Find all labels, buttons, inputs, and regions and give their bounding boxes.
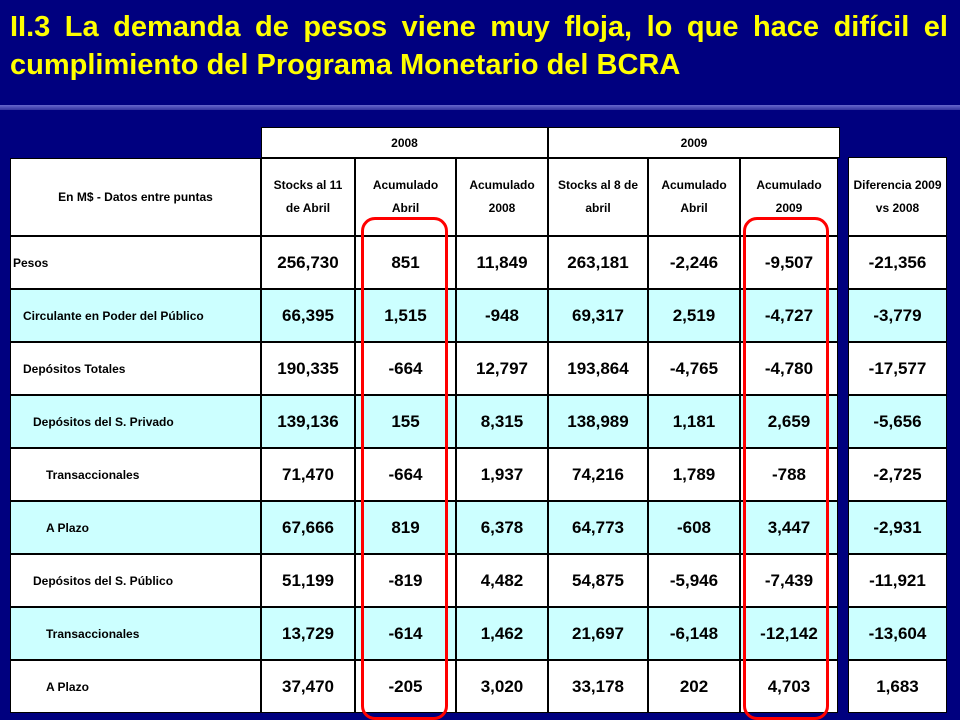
- table-corner-label: En M$ - Datos entre puntas: [10, 158, 261, 236]
- table-cell: 13,729: [261, 607, 355, 660]
- row-label: Transaccionales: [10, 448, 261, 501]
- slide-title: II.3 La demanda de pesos viene muy floja…: [10, 11, 948, 81]
- table-cell: -4,727: [740, 289, 838, 342]
- table-cell: -21,356: [848, 236, 947, 289]
- year-header-2008: 2008: [261, 127, 548, 158]
- table-cell: 4,482: [456, 554, 548, 607]
- table-cell: 819: [355, 501, 456, 554]
- table-cell: 263,181: [548, 236, 648, 289]
- table-cell: -7,439: [740, 554, 838, 607]
- table-cell: 51,199: [261, 554, 355, 607]
- column-header: Stocks al 8 de abril: [548, 158, 648, 236]
- table-cell: -614: [355, 607, 456, 660]
- table-cell: -205: [355, 660, 456, 713]
- table-cell: 67,666: [261, 501, 355, 554]
- row-label: Depósitos del S. Público: [10, 554, 261, 607]
- table-cell: 69,317: [548, 289, 648, 342]
- table-cell: -11,921: [848, 554, 947, 607]
- table-cell: 21,697: [548, 607, 648, 660]
- table-cell: -948: [456, 289, 548, 342]
- column-header: Diferencia 2009 vs 2008: [848, 157, 947, 236]
- row-label: Pesos: [10, 236, 261, 289]
- table-cell: 71,470: [261, 448, 355, 501]
- table-cell: 6,378: [456, 501, 548, 554]
- table-cell: 54,875: [548, 554, 648, 607]
- table-cell: 1,181: [648, 395, 740, 448]
- table-cell: 1,515: [355, 289, 456, 342]
- table-cell: 3,020: [456, 660, 548, 713]
- table-cell: 1,789: [648, 448, 740, 501]
- table-cell: -2,931: [848, 501, 947, 554]
- table-cell: 33,178: [548, 660, 648, 713]
- table-cell: 190,335: [261, 342, 355, 395]
- table-cell: 193,864: [548, 342, 648, 395]
- table-cell: 138,989: [548, 395, 648, 448]
- row-label: A Plazo: [10, 501, 261, 554]
- table-cell: 64,773: [548, 501, 648, 554]
- table-cell: 3,447: [740, 501, 838, 554]
- table-cell: -12,142: [740, 607, 838, 660]
- table-cell: -5,656: [848, 395, 947, 448]
- table-cell: -819: [355, 554, 456, 607]
- table-cell: -4,780: [740, 342, 838, 395]
- column-header: Stocks al 11 de Abril: [261, 158, 355, 236]
- table-cell: -3,779: [848, 289, 947, 342]
- table-cell: -2,725: [848, 448, 947, 501]
- table-cell: 2,519: [648, 289, 740, 342]
- table-cell: -13,604: [848, 607, 947, 660]
- row-label: Transaccionales: [10, 607, 261, 660]
- column-header: Acumulado Abril: [355, 158, 456, 236]
- year-header-2009: 2009: [548, 127, 840, 158]
- table-cell: -17,577: [848, 342, 947, 395]
- row-label: Circulante en Poder del Público: [10, 289, 261, 342]
- table-cell: 202: [648, 660, 740, 713]
- table-cell: 155: [355, 395, 456, 448]
- row-label: Depósitos Totales: [10, 342, 261, 395]
- table-cell: -2,246: [648, 236, 740, 289]
- column-header: Acumulado Abril: [648, 158, 740, 236]
- table-cell: 8,315: [456, 395, 548, 448]
- table-cell: 11,849: [456, 236, 548, 289]
- title-divider: [0, 105, 960, 110]
- table-cell: 851: [355, 236, 456, 289]
- table-cell: 139,136: [261, 395, 355, 448]
- table-cell: 256,730: [261, 236, 355, 289]
- table-cell: -664: [355, 448, 456, 501]
- table-cell: -664: [355, 342, 456, 395]
- table-cell: 12,797: [456, 342, 548, 395]
- table-cell: 2,659: [740, 395, 838, 448]
- table-cell: 4,703: [740, 660, 838, 713]
- table-cell: -5,946: [648, 554, 740, 607]
- table-cell: -6,148: [648, 607, 740, 660]
- row-label: A Plazo: [10, 660, 261, 713]
- table-cell: -4,765: [648, 342, 740, 395]
- row-label: Depósitos del S. Privado: [10, 395, 261, 448]
- table-cell: 74,216: [548, 448, 648, 501]
- table-cell: 1,462: [456, 607, 548, 660]
- table-cell: 37,470: [261, 660, 355, 713]
- table-cell: 66,395: [261, 289, 355, 342]
- table-cell: -608: [648, 501, 740, 554]
- table-cell: -9,507: [740, 236, 838, 289]
- table-cell: -788: [740, 448, 838, 501]
- table-cell: 1,937: [456, 448, 548, 501]
- column-header: Acumulado 2009: [740, 158, 838, 236]
- column-header: Acumulado 2008: [456, 158, 548, 236]
- table-cell: 1,683: [848, 660, 947, 713]
